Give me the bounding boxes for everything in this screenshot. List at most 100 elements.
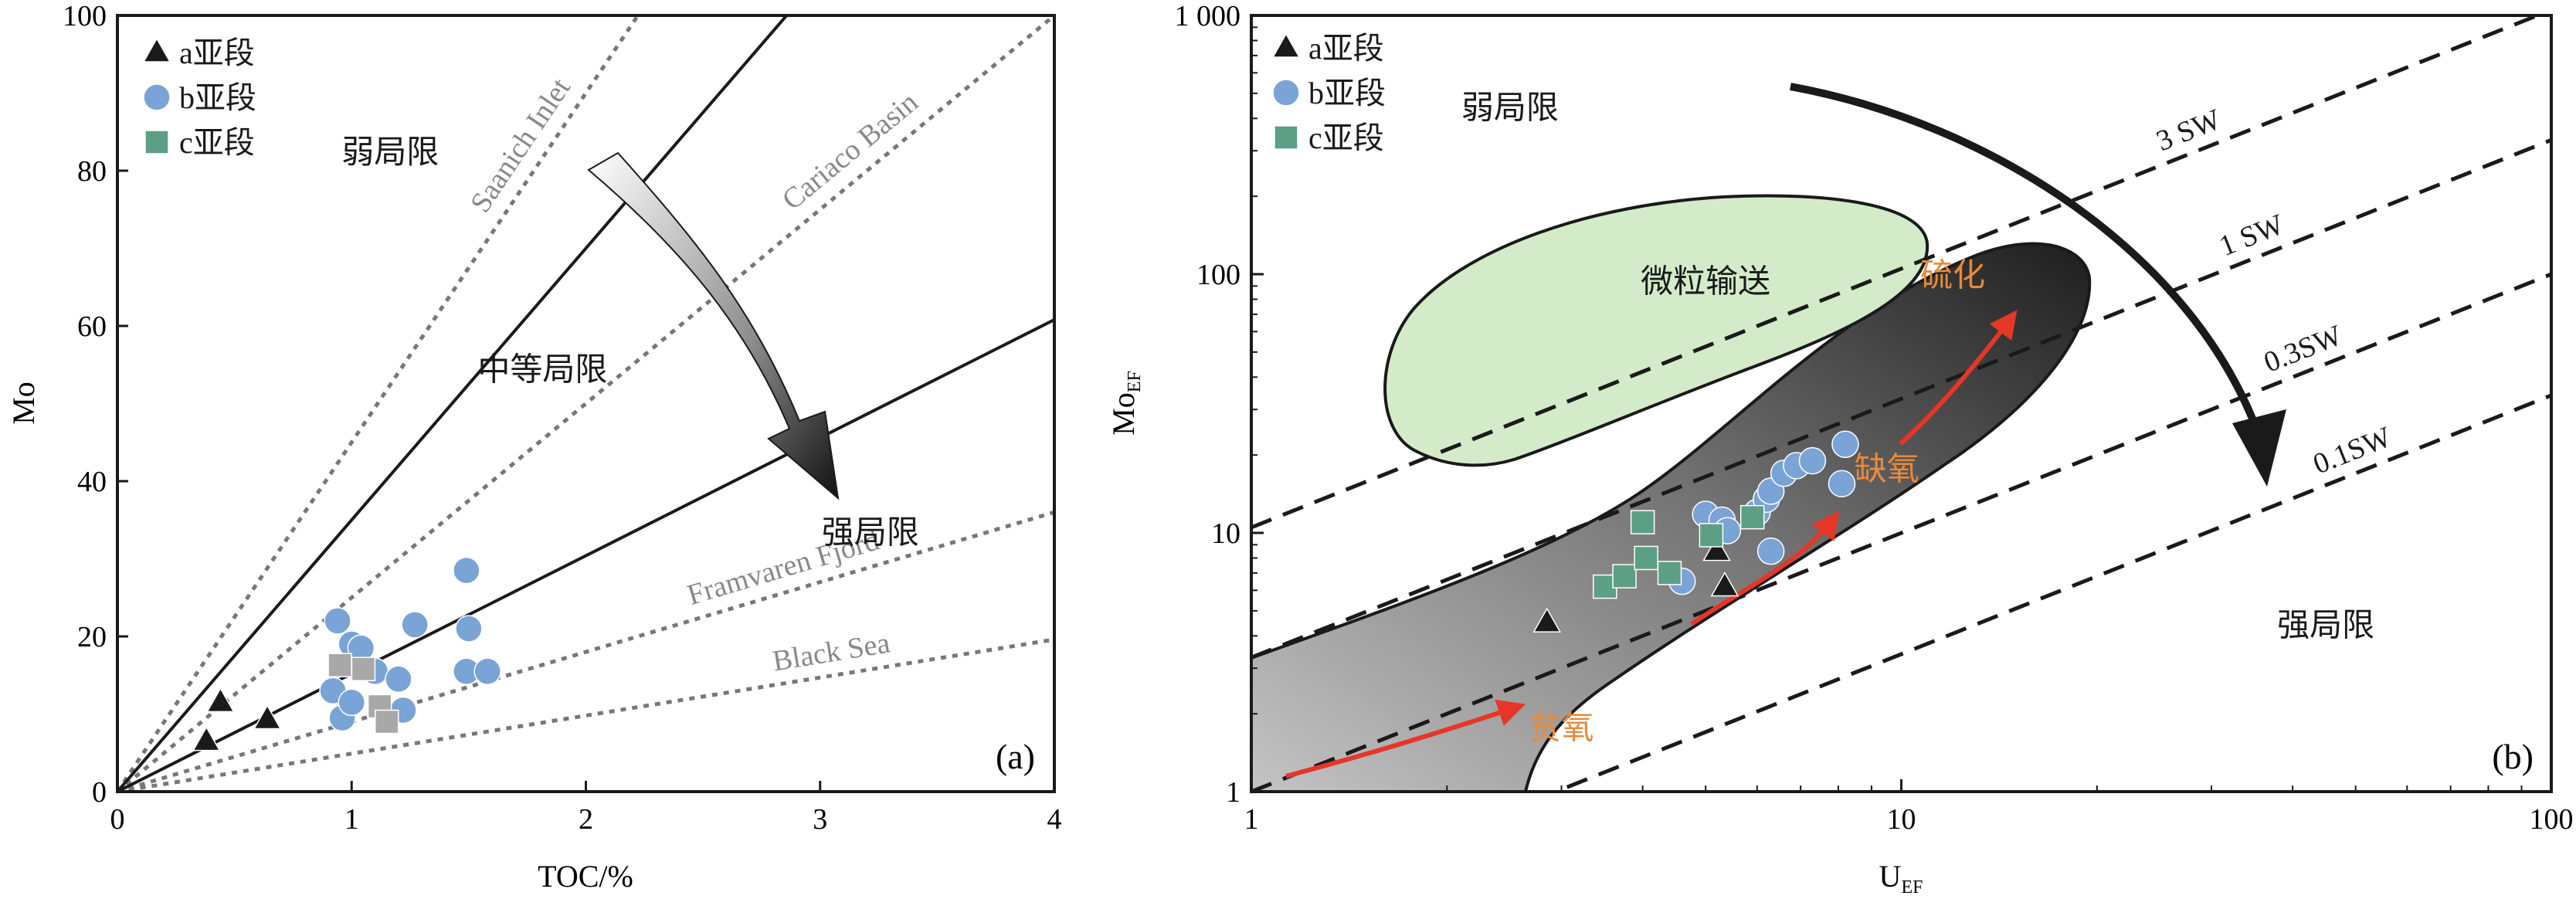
panel-a-y-tick-label: 60 [77,310,107,343]
panel-a-y-tick-label: 0 [92,776,107,809]
panel-b-legend-label: c亚段 [1308,120,1384,155]
panel-b-data-point [1710,572,1739,597]
panel-b-data-point [1828,470,1856,497]
panel-a-data-point [374,709,399,734]
panel-b-x-tick-label: 1 [1244,803,1259,836]
panel-b-data-point [1634,545,1658,571]
panel-a-legend-label: c亚段 [179,125,255,160]
panel-b-data-point [1699,523,1724,548]
panel-b-ref-line-label: 1 SW [2215,209,2288,263]
panel-b-data-point [1756,537,1785,565]
panel-a-region-label: 弱局限 [341,135,439,171]
panel-b-ref-line-label: 0.3SW [2259,319,2347,379]
panel-b-data-point [1702,536,1731,561]
panel-a-legend-label: b亚段 [179,80,256,115]
panel-a-xlabel: TOC/% [538,859,633,894]
panel-b-legend-marker [1274,125,1298,150]
panel-b-data-point [1630,510,1655,534]
panel-a-data-point [385,665,412,694]
panel-a-x-tick-label: 0 [110,803,125,836]
panel-a-x-tick-label: 1 [344,803,359,836]
panel-b-legend-label: a亚段 [1308,31,1384,66]
panel-b-ref-line [1550,393,2551,792]
panel-a-x-tick-label: 2 [579,803,593,836]
restriction-arrow-head [2232,409,2286,487]
panel-b-y-tick-label: 1 000 [1175,0,1241,32]
panel-b-ref-line [1251,137,2551,660]
panel-a-legend-label: a亚段 [179,36,255,70]
panel-a-data-point [473,657,501,685]
panel-b-trend-arrows [1285,83,2286,779]
panel-b-xlabel-main: U [1879,859,1902,894]
panel-a-x-tick-label: 3 [813,803,827,836]
panel-b-points [1532,430,1859,633]
panel-a-label: (a) [996,737,1035,776]
suboxic-arrow [1285,699,1526,779]
panel-a-legend-marker [142,37,171,63]
panel-b-x-tick-label: 10 [1887,803,1916,836]
panel-a-data-point [324,607,351,635]
panel-b-data-point [1831,430,1859,459]
panel-a-ref-line [117,15,640,792]
panel-a-arrow-shape [587,151,840,500]
panel-b-xlabel-sub: EF [1901,877,1923,895]
panel-b-y-tick-label: 10 [1211,517,1240,550]
panel-a-restriction-arrow [587,151,840,500]
panel-a-y-tick-label: 40 [77,466,107,498]
panel-a-y-tick-label: 20 [77,621,107,653]
panel-a-points [192,556,501,751]
panel-a-legend-marker [144,130,169,154]
panel-b-data-point [1798,446,1827,475]
panel-a-data-point [401,611,429,639]
panel-a-data-point [453,556,480,585]
panel-a-data-point [455,615,483,643]
panel-b-ylabel-main: Mo [1106,392,1141,436]
panel-a-data-point [351,656,376,681]
panel-b-ref-line [1251,15,2543,530]
panel-b-data-point [1532,607,1562,633]
panel-a-data-point [328,653,352,677]
panel-b-label: (b) [2492,737,2534,776]
particulate-shuttle-zone [1383,194,1929,467]
panel-a-ylabel: Mo [6,382,41,425]
panel-b-data-point [1657,561,1682,585]
panel-b-ref-line-label: 3 SW [2152,103,2225,158]
panel-b-ylabel: MoEF [1106,371,1145,436]
anoxic-arrow [1690,511,1840,626]
panel-b-xlabel: UEF [1879,859,1923,895]
panel-b-region-label: 微粒输送 [1641,265,1770,300]
panel-b-legend-label: b亚段 [1308,76,1386,110]
panel-a-ref-line-label: Saanich Inlet [464,72,577,218]
panel-b-data-point [1739,504,1765,530]
restriction-curve-arrow [1790,83,2263,438]
panel-a-ref-line [117,510,1054,792]
panel-a-y-tick-label: 80 [77,155,107,188]
panel-a-data-point [253,704,282,730]
panel-b-legend-marker [1272,79,1300,107]
panel-b-axis-ticks: 1 10 100 1 10 100 1 000 [1175,0,2574,836]
panel-a-data-point [206,687,235,713]
panel-a-legend-marker [143,83,171,111]
panel-a-ref-line [117,15,788,792]
panel-b-legend-marker [1271,32,1301,58]
panel-b-region-label: 贫氧 [1529,711,1593,747]
panel-a-x-tick-label: 4 [1047,803,1062,836]
panel-a-ref-line [117,15,1054,792]
panel-a-ref-line [117,318,1054,792]
panel-b-legend: a亚段 b亚段 c亚段 [1271,31,1386,155]
panel-a-region-label: 强局限 [822,515,919,551]
panel-b-region-label: 缺氧 [1855,453,1919,488]
panel-b-ylabel-sub: EF [1125,371,1145,392]
panel-a-ref-line-label: Cariaco Basin [776,86,925,216]
panel-a-data-point [192,726,221,751]
panel-a-region-label: 中等局限 [477,352,607,388]
panel-b-ref-line-label: 0.1SW [2309,421,2396,481]
panel-b-region-label: 弱局限 [1461,90,1559,126]
